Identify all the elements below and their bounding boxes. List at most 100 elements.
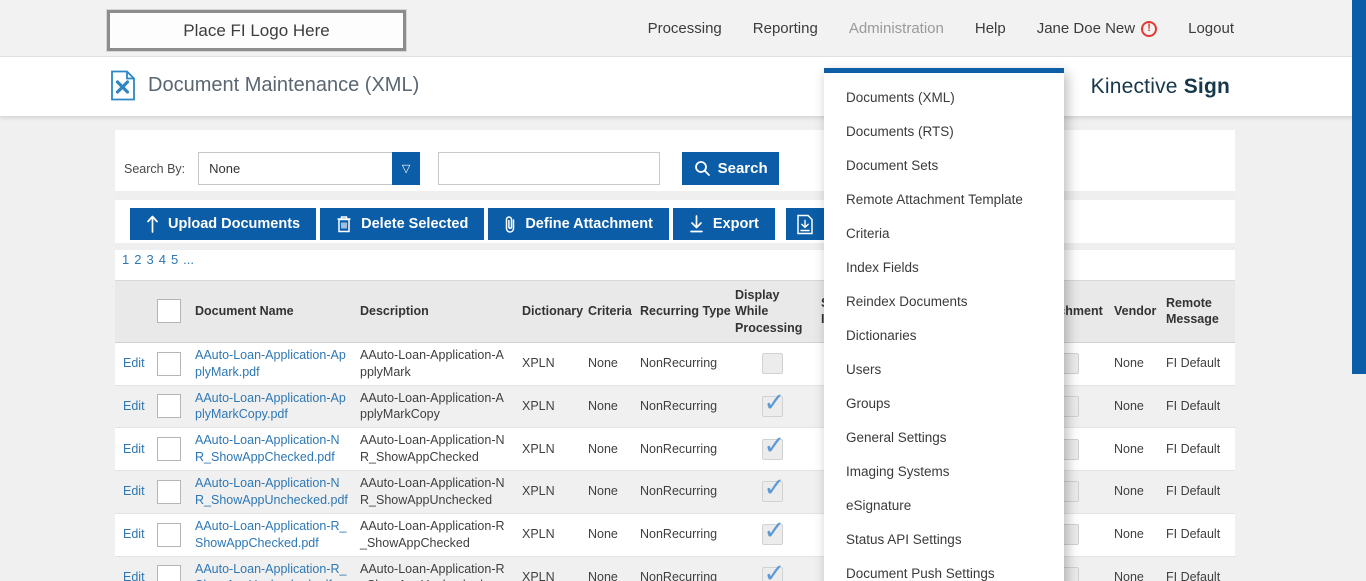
- edit-link[interactable]: Edit: [123, 441, 145, 456]
- admin-menu-item-general-settings[interactable]: General Settings: [846, 430, 947, 445]
- cell-description: AAuto-Loan-Application-NR_ShowAppUncheck…: [352, 470, 514, 514]
- cell-document-name: AAuto-Loan-Application-ApplyMark.pdf: [187, 342, 352, 386]
- cell-edit: Edit: [115, 385, 149, 429]
- cell-edit: Edit: [115, 342, 149, 386]
- admin-menu-item-documents-xml[interactable]: Documents (XML): [846, 90, 955, 105]
- checkmark-icon: ✓: [763, 472, 786, 503]
- delete-selected-button[interactable]: Delete Selected: [320, 208, 485, 240]
- page-link-5[interactable]: 5: [170, 252, 179, 267]
- page-link-...[interactable]: ...: [183, 252, 195, 267]
- administration-dropdown-menu: Documents (XML) Documents (RTS) Document S…: [824, 68, 1064, 581]
- row-checkbox[interactable]: [157, 522, 181, 547]
- document-name-link[interactable]: AAuto-Loan-Application-ApplyMark.pdf: [195, 347, 346, 379]
- select-all-checkbox[interactable]: [157, 299, 181, 324]
- admin-menu-item-imaging-systems[interactable]: Imaging Systems: [846, 464, 950, 479]
- cell-document-name: AAuto-Loan-Application-NR_ShowAppChecked…: [187, 427, 352, 471]
- document-name-link[interactable]: AAuto-Loan-Application-R_ShowAppUnchecke…: [195, 561, 347, 581]
- document-name-link[interactable]: AAuto-Loan-Application-ApplyMarkCopy.pdf: [195, 390, 346, 422]
- edit-link[interactable]: Edit: [123, 398, 145, 413]
- cell-remote-message: FI Default: [1158, 427, 1235, 471]
- fi-logo-text: Place FI Logo Here: [183, 20, 330, 40]
- export-button[interactable]: Export: [672, 208, 775, 240]
- nav-help[interactable]: Help: [974, 20, 1006, 37]
- nav-logout[interactable]: Logout: [1188, 20, 1234, 37]
- fi-logo-placeholder: Place FI Logo Here: [106, 9, 407, 52]
- page-link-4[interactable]: 4: [158, 252, 166, 267]
- document-name-link[interactable]: AAuto-Loan-Application-NR_ShowAppUncheck…: [195, 476, 348, 507]
- primary-nav: Processing Reporting Administration Help…: [648, 0, 1234, 57]
- admin-menu-item-status-api-settings[interactable]: Status API Settings: [846, 532, 962, 547]
- cell-display-while-processing: ✓: [727, 470, 813, 514]
- admin-menu-item-reindex-documents[interactable]: Reindex Documents: [846, 294, 968, 309]
- row-checkbox[interactable]: [157, 437, 181, 462]
- paperclip-icon: [504, 215, 516, 234]
- cell-dictionary: XPLN: [514, 513, 580, 557]
- cell-remote-message: FI Default: [1158, 513, 1235, 557]
- cell-remote-message: FI Default: [1158, 556, 1235, 581]
- admin-menu-item-criteria[interactable]: Criteria: [846, 226, 890, 241]
- edit-link[interactable]: Edit: [123, 527, 145, 542]
- cell-criteria: None: [580, 385, 632, 429]
- document-name-link[interactable]: AAuto-Loan-Application-NR_ShowAppChecked…: [195, 433, 340, 465]
- row-checkbox[interactable]: [157, 351, 181, 376]
- table-row: Edit AAuto-Loan-Application-NR_ShowAppUnc…: [115, 470, 1235, 514]
- display-while-processing-checkbox: ✓: [761, 515, 785, 546]
- define-attachment-button[interactable]: Define Attachment: [488, 208, 669, 240]
- table-row: Edit AAuto-Loan-Application-R_ShowAppChec…: [115, 513, 1235, 557]
- page-link-3[interactable]: 3: [146, 252, 154, 267]
- nav-user[interactable]: Jane Doe New !: [1037, 20, 1158, 37]
- admin-menu-item-documents-rts[interactable]: Documents (RTS): [846, 124, 954, 139]
- admin-menu-item-esignature[interactable]: eSignature: [846, 498, 912, 513]
- scrollbar-thumb[interactable]: [1352, 0, 1366, 374]
- admin-menu-item-users[interactable]: Users: [846, 362, 882, 377]
- cell-select: [149, 427, 187, 471]
- cell-display-while-processing: ✓: [727, 513, 813, 557]
- pagination: 1 2 3 4 5...: [122, 252, 199, 267]
- export-document-button[interactable]: [785, 208, 825, 240]
- admin-menu-item-document-push-settings[interactable]: Document Push Settings: [846, 566, 995, 581]
- cell-description: AAuto-Loan-Application-ApplyMark: [352, 342, 514, 386]
- cell-recurring-type: NonRecurring: [632, 385, 727, 429]
- row-checkbox[interactable]: [157, 479, 181, 504]
- search-input[interactable]: [438, 152, 661, 185]
- checkmark-icon: ✓: [763, 515, 786, 546]
- cell-vendor: None: [1106, 385, 1158, 429]
- edit-link[interactable]: Edit: [123, 356, 145, 371]
- col-select: [149, 280, 187, 343]
- row-checkbox[interactable]: [157, 394, 181, 419]
- cell-document-name: AAuto-Loan-Application-ApplyMarkCopy.pdf: [187, 385, 352, 429]
- nav-processing[interactable]: Processing: [647, 20, 722, 37]
- admin-menu-item-index-fields[interactable]: Index Fields: [846, 260, 919, 275]
- search-icon: [694, 160, 711, 177]
- admin-menu-item-groups[interactable]: Groups: [846, 396, 891, 411]
- document-name-link[interactable]: AAuto-Loan-Application-R_ShowAppChecked.…: [195, 518, 347, 550]
- search-by-dropdown[interactable]: None ▽: [198, 152, 421, 185]
- chevron-down-icon: ▽: [392, 152, 421, 185]
- cell-edit: Edit: [115, 470, 149, 514]
- section-divider: [115, 191, 1235, 200]
- cell-recurring-type: NonRecurring: [632, 513, 727, 557]
- cell-dictionary: XPLN: [514, 385, 580, 429]
- cell-edit: Edit: [115, 556, 149, 581]
- cell-select: [149, 513, 187, 557]
- nav-administration[interactable]: Administration: [848, 20, 944, 37]
- nav-reporting[interactable]: Reporting: [752, 20, 818, 37]
- cell-criteria: None: [580, 513, 632, 557]
- admin-menu-item-dictionaries[interactable]: Dictionaries: [846, 328, 917, 343]
- display-while-processing-checkbox: ✓: [761, 558, 785, 581]
- admin-menu-item-document-sets[interactable]: Document Sets: [846, 158, 939, 173]
- search-section: Search By: None ▽ Search: [124, 152, 780, 185]
- upload-documents-button[interactable]: Upload Documents: [130, 208, 317, 240]
- row-checkbox[interactable]: [157, 565, 181, 581]
- content-card: Search By: None ▽ Search Upload Document…: [115, 130, 1235, 581]
- cell-recurring-type: NonRecurring: [632, 427, 727, 471]
- search-button[interactable]: Search: [682, 152, 780, 185]
- edit-link[interactable]: Edit: [123, 484, 145, 499]
- display-while-processing-checkbox: ✓: [761, 387, 785, 417]
- page-link-2[interactable]: 2: [134, 252, 142, 267]
- admin-menu-item-remote-attachment-template[interactable]: Remote Attachment Template: [846, 192, 1023, 207]
- cell-criteria: None: [580, 556, 632, 581]
- edit-link[interactable]: Edit: [123, 569, 145, 581]
- page-link-1[interactable]: 1: [122, 252, 130, 267]
- cell-description: AAuto-Loan-Application-R_ShowAppUnchecke…: [352, 556, 514, 581]
